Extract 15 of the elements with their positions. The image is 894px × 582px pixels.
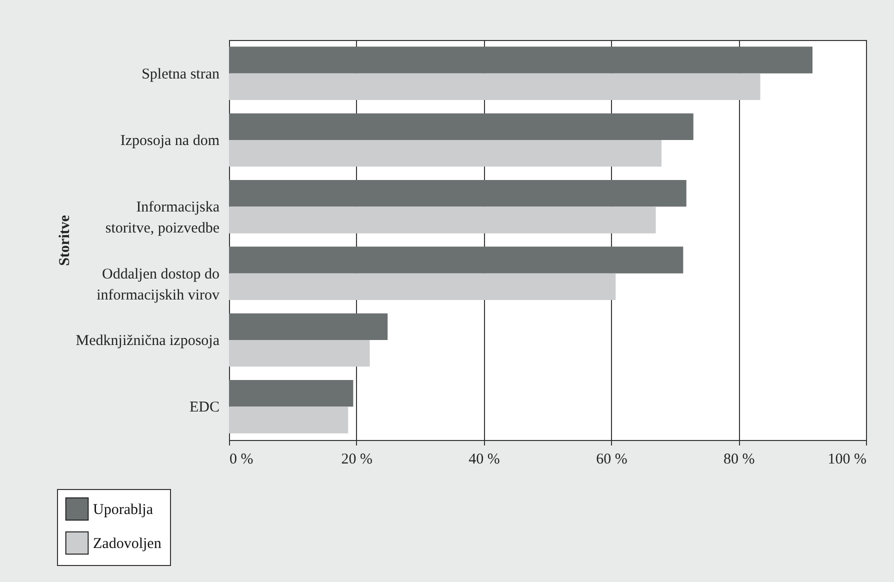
x-tick-label: 20 % [341,452,373,468]
y-tick-label: EDC [190,400,220,416]
y-tick-label: Spletna stran [142,66,220,82]
legend-label: Uporablja [93,502,154,518]
legend-label: Zadovoljen [93,536,162,552]
y-axis-title: Storitve [56,214,73,266]
y-tick-label: Informacijska storitve, poizvedbe [105,200,220,237]
x-tick-label: 100 % [828,452,866,468]
x-tick-label: 40 % [468,452,500,468]
x-tick-label: 60 % [596,452,628,468]
x-tick-label: 80 % [723,452,755,468]
y-tick-label: Medknjižnična izposoja [76,333,220,349]
y-tick-label: Oddaljen dostop do informacijskih virov [96,266,220,304]
y-tick-label: Izposoja na dom [120,133,220,149]
x-tick-label: 0 % [230,452,254,468]
